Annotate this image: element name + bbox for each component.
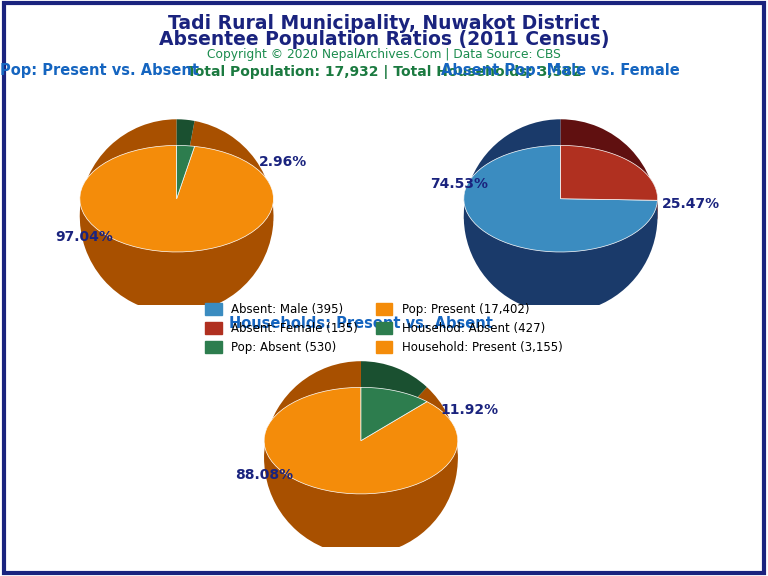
Text: Pop: Present vs. Absent: Pop: Present vs. Absent xyxy=(0,63,200,78)
Text: Absent Pop: Male vs. Female: Absent Pop: Male vs. Female xyxy=(442,63,680,78)
PathPatch shape xyxy=(264,388,458,494)
PathPatch shape xyxy=(264,388,458,511)
PathPatch shape xyxy=(361,388,427,441)
PathPatch shape xyxy=(464,146,657,252)
Wedge shape xyxy=(177,119,194,216)
PathPatch shape xyxy=(561,146,657,200)
Text: Total Population: 17,932 | Total Households: 3,582: Total Population: 17,932 | Total Househo… xyxy=(187,65,581,78)
PathPatch shape xyxy=(464,146,657,270)
Text: 97.04%: 97.04% xyxy=(55,230,114,244)
Text: 74.53%: 74.53% xyxy=(430,177,488,191)
Text: 25.47%: 25.47% xyxy=(662,196,720,211)
Text: 2.96%: 2.96% xyxy=(259,155,307,169)
PathPatch shape xyxy=(80,146,273,252)
PathPatch shape xyxy=(177,146,194,199)
Text: 88.08%: 88.08% xyxy=(235,468,293,482)
Text: Copyright © 2020 NepalArchives.Com | Data Source: CBS: Copyright © 2020 NepalArchives.Com | Dat… xyxy=(207,48,561,62)
Text: 11.92%: 11.92% xyxy=(440,403,498,416)
PathPatch shape xyxy=(177,146,194,164)
PathPatch shape xyxy=(361,388,427,419)
PathPatch shape xyxy=(80,146,273,270)
Wedge shape xyxy=(361,361,427,458)
Text: Households: Present vs. Absent: Households: Present vs. Absent xyxy=(229,316,493,331)
Text: Absentee Population Ratios (2011 Census): Absentee Population Ratios (2011 Census) xyxy=(159,30,609,49)
Wedge shape xyxy=(80,119,273,313)
PathPatch shape xyxy=(561,146,657,218)
Legend: Absent: Male (395), Absent: Female (135), Pop: Absent (530), Pop: Present (17,40: Absent: Male (395), Absent: Female (135)… xyxy=(200,298,568,358)
Wedge shape xyxy=(561,119,657,219)
Wedge shape xyxy=(464,119,657,313)
Text: Tadi Rural Municipality, Nuwakot District: Tadi Rural Municipality, Nuwakot Distric… xyxy=(168,14,600,33)
Wedge shape xyxy=(264,361,458,555)
